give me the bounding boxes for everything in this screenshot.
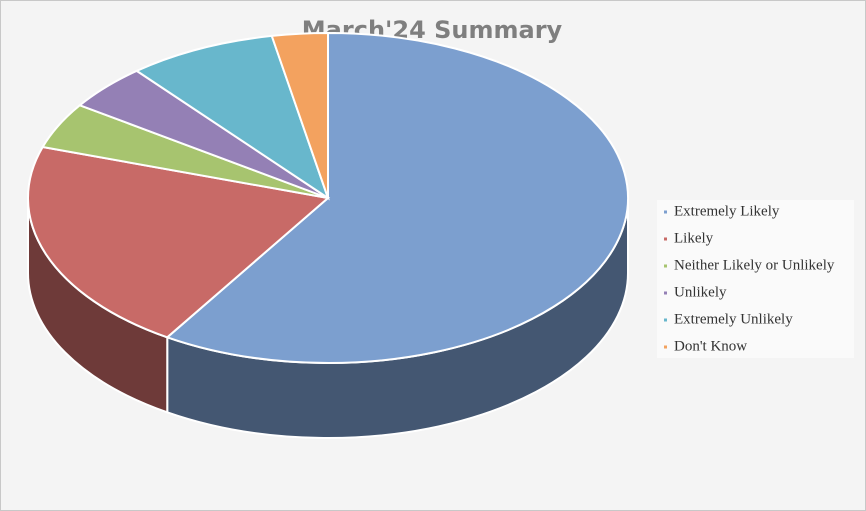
legend-label: Likely	[674, 230, 714, 246]
legend-label: Extremely Likely	[674, 203, 780, 219]
legend-label: Unlikely	[674, 284, 727, 300]
legend-label: Don't Know	[674, 338, 747, 354]
legend-box	[657, 200, 854, 358]
pie-slice	[27, 145, 331, 339]
legend-label: Extremely Unlikely	[674, 311, 793, 327]
pie-slice	[165, 31, 629, 364]
legend-marker	[664, 318, 667, 322]
pie-slice	[134, 34, 330, 201]
legend-marker	[664, 210, 667, 214]
legend-marker	[664, 345, 667, 349]
pie-slice	[270, 31, 329, 199]
legend-marker	[664, 264, 667, 268]
legend-marker	[664, 237, 667, 241]
legend-marker	[664, 291, 667, 295]
legend-label: Neither Likely or Unlikely	[674, 257, 835, 273]
